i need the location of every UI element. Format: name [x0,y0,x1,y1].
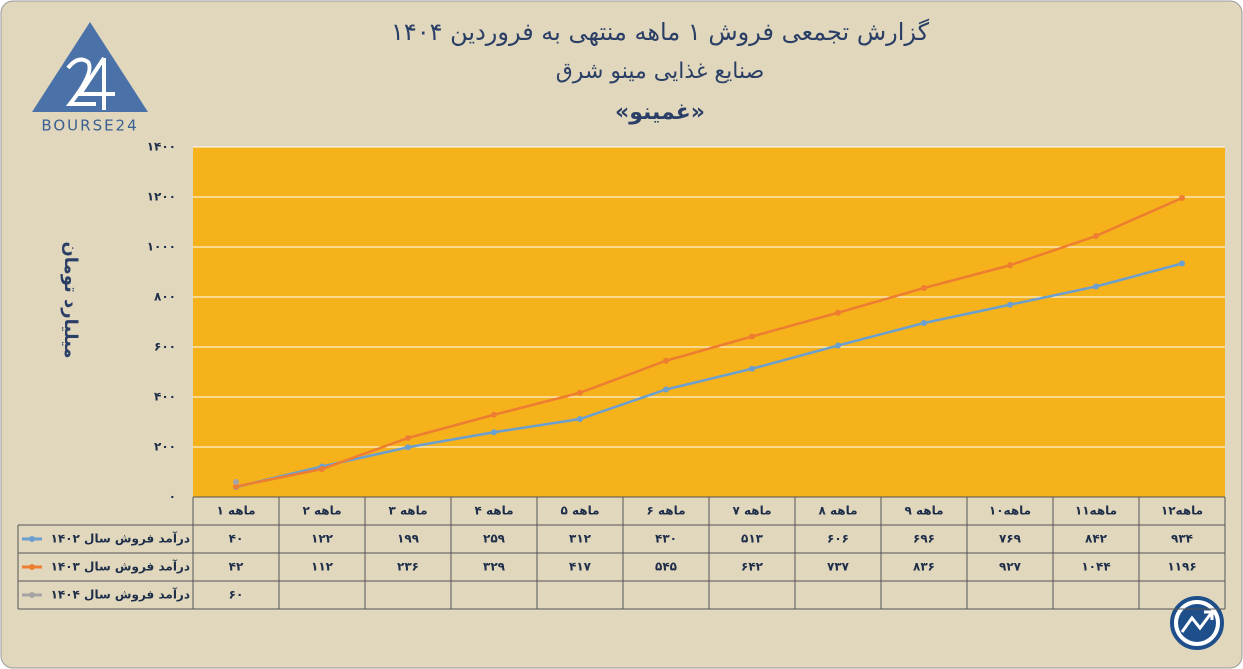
data-point [405,444,411,451]
data-label: ۴۰ [229,532,244,546]
chart-symbol: «غمینو» [615,100,705,125]
data-point [491,411,497,418]
x-tick-label: ۲ ماهه [302,504,341,518]
data-point [577,416,583,422]
x-tick-label: ۱۲ماهه [1161,504,1203,518]
data-label: ۶۹۶ [913,532,935,546]
data-label: ۱۲۲ [311,532,334,546]
data-label: ۷۶۹ [999,532,1022,546]
data-point [319,466,325,472]
data-label: ۶۰ [229,588,244,602]
y-tick-label: ۸۰۰ [154,290,176,304]
x-tick-label: ۵ ماهه [560,504,599,518]
data-point [749,333,755,340]
y-axis-label: میلیارد تومان [60,241,81,358]
data-point [1179,195,1185,201]
data-label: ۶۰۶ [827,532,849,546]
data-label: ۳۲۹ [483,560,506,574]
data-point [835,342,841,349]
data-point [749,365,755,372]
data-label: ۱۱۹۶ [1167,560,1196,574]
data-point [491,429,497,436]
data-label: ۸۳۶ [913,560,935,574]
data-point [405,435,411,441]
y-tick-label: ۱۴۰۰ [147,140,176,154]
y-tick-label: ۲۰۰ [154,440,176,454]
y-tick-label: ۱۲۰۰ [147,190,176,204]
data-label: ۱۹۹ [397,532,420,546]
data-label: ۱۰۴۴ [1081,560,1110,574]
data-point [1179,260,1185,267]
data-label: ۲۵۹ [483,532,506,546]
icon-arrow [1180,610,1214,633]
data-point [921,320,927,326]
data-label: ۹۳۴ [1171,532,1193,546]
data-label: ۴۳۰ [655,532,677,546]
x-tick-label: ۱۰ماهه [989,504,1031,518]
legend-swatch-dot [29,592,35,598]
data-label: ۵۱۳ [741,532,764,546]
data-point [835,309,841,316]
chart-subtitle: صنایع غذایی مینو شرق [556,59,765,84]
data-label: ۷۳۷ [827,560,850,574]
y-tick-label: ۶۰۰ [154,340,176,354]
data-label: ۴۱۷ [569,560,592,574]
footer-icon [1170,596,1224,650]
data-label: ۲۳۶ [397,560,419,574]
logo-text: BOURSE24 [41,117,138,135]
data-point [1007,262,1013,269]
plot-area [193,147,1225,497]
x-tick-label: ۹ ماهه [904,504,943,518]
legend-swatch-dot [29,536,35,542]
data-point [921,285,927,291]
x-tick-label: ۱۱ماهه [1075,504,1117,518]
data-point [577,389,583,396]
data-point [1093,283,1099,290]
x-tick-label: ۱ ماهه [216,504,255,518]
data-label: ۸۴۲ [1085,532,1108,546]
y-tick-label: ۰ [169,490,176,504]
legend-label: درآمد فروش سال ۱۴۰۴ [51,587,190,603]
legend-swatch-dot [29,564,35,570]
legend-label: درآمد فروش سال ۱۴۰۳ [51,559,190,575]
data-label: ۵۴۵ [655,560,677,574]
data-label: ۴۲ [229,560,244,574]
logo: BOURSE24 [32,22,148,135]
data-point [663,386,669,393]
data-point [1007,301,1013,308]
data-label: ۹۲۷ [999,560,1022,574]
x-tick-label: ۴ ماهه [474,504,513,518]
x-tick-label: ۷ ماهه [732,504,771,518]
data-point [1093,233,1099,239]
data-label: ۱۱۲ [311,560,334,574]
y-tick-label: ۱۰۰۰ [147,240,176,254]
y-tick-label: ۴۰۰ [154,390,176,404]
x-tick-label: ۶ ماهه [646,504,685,518]
chart-title: گزارش تجمعی فروش ۱ ماهه منتهی به فروردین… [391,18,930,46]
x-tick-label: ۸ ماهه [818,504,857,518]
logo-mark [65,56,115,110]
data-point [233,479,239,485]
legend-label: درآمد فروش سال ۱۴۰۲ [51,531,190,547]
data-point [663,357,669,364]
series-line [235,262,1183,489]
x-tick-label: ۳ ماهه [388,504,427,518]
data-point [233,483,239,490]
series-line [235,196,1183,488]
data-label: ۶۴۲ [741,560,764,574]
data-label: ۳۱۲ [569,532,592,546]
